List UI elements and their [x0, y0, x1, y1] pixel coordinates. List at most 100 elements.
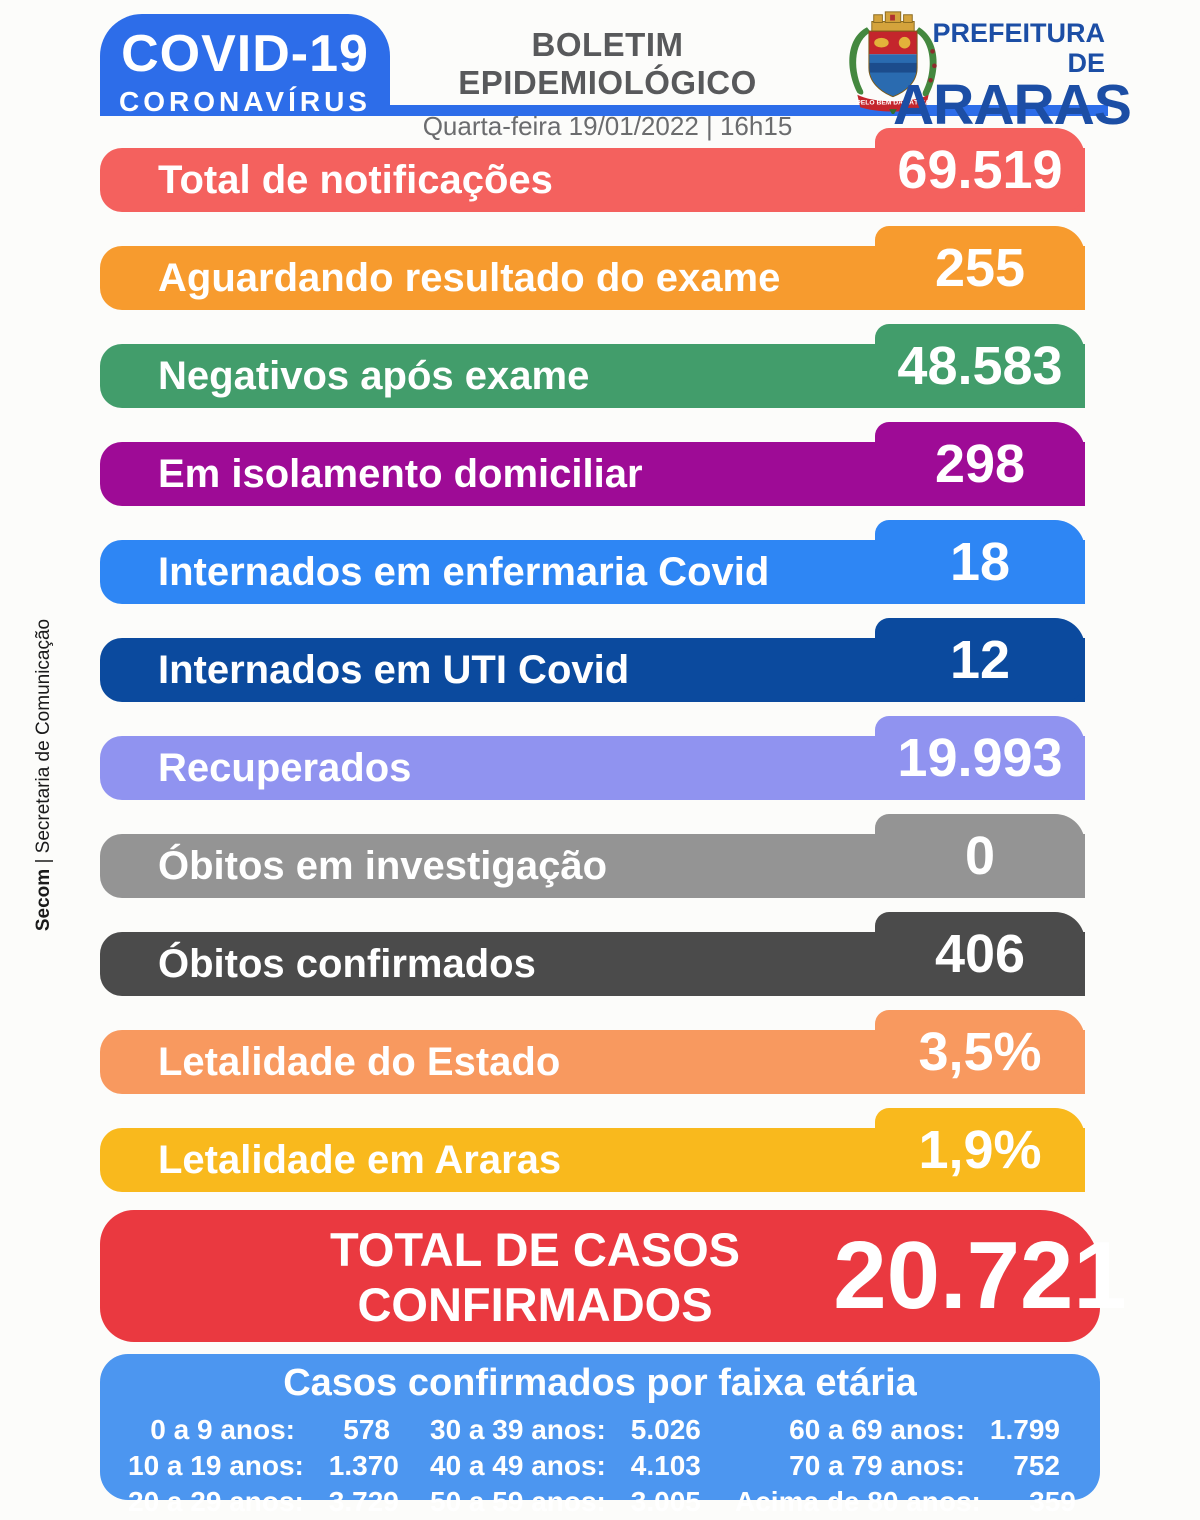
age-value: 4.103	[630, 1450, 701, 1481]
stat-label: Aguardando resultado do exame	[158, 256, 781, 300]
stat-bar	[100, 442, 1085, 506]
stat-label: Óbitos em investigação	[158, 844, 608, 888]
stat-row-total-notificacoes: Total de notificações 69.519	[100, 128, 1085, 212]
araras-coat-of-arms: PELO BEM DA PÁTRIA	[849, 11, 937, 114]
mural-crown	[871, 11, 915, 32]
age-entry: 10 a 19 anos: 1.370	[128, 1448, 399, 1484]
shield	[868, 30, 918, 98]
stat-label: Negativos após exame	[158, 354, 590, 398]
age-label: 60 a 69 anos:	[789, 1414, 965, 1445]
age-value: 578	[343, 1414, 390, 1445]
stat-row-obitos-investigacao: Óbitos em investigação 0	[100, 814, 1085, 898]
stat-row-negativos-apos-exame: Negativos após exame 48.583	[100, 324, 1085, 408]
stat-value: 48.583	[897, 336, 1063, 396]
stat-value: 12	[949, 630, 1011, 690]
prefeitura-logo-text: PREFEITURA DE ARARAS	[893, 18, 1132, 137]
age-value: 3.005	[630, 1486, 701, 1517]
stat-bar	[100, 736, 1085, 800]
stat-label: Letalidade em Araras	[158, 1138, 562, 1182]
covid-badge-title: COVID-19	[121, 25, 369, 83]
header-divider	[388, 105, 1108, 116]
stat-value: 406	[934, 924, 1026, 984]
age-label: 0 a 9 anos:	[150, 1414, 295, 1445]
secom-credit-rest: | Secretaria de Comunicação	[33, 618, 54, 869]
age-breakdown-panel: Casos confirmados por faixa etária 0 a 9…	[100, 1354, 1100, 1517]
total-confirmed-block: TOTAL DE CASOS CONFIRMADOS 20.721	[100, 1210, 1127, 1342]
stat-row-enfermaria-covid: Internados em enfermaria Covid 18	[100, 520, 1085, 604]
age-entry: 0 a 9 anos: 578	[128, 1412, 390, 1448]
age-value: 752	[1013, 1450, 1060, 1481]
stat-row-letalidade-estado: Letalidade do Estado 3,5%	[100, 1010, 1085, 1094]
age-label: 50 a 59 anos:	[430, 1486, 606, 1517]
covid-badge-subtitle: CORONAVÍRUS	[119, 86, 371, 117]
secom-credit-bold: Secom	[33, 868, 54, 932]
stat-label: Recuperados	[158, 746, 412, 790]
age-label: 10 a 19 anos:	[128, 1450, 304, 1481]
stat-label: Internados em enfermaria Covid	[158, 550, 770, 594]
total-label-line2: CONFIRMADOS	[357, 1278, 713, 1331]
age-value: 1.370	[328, 1450, 399, 1481]
stat-row-aguardando-resultado: Aguardando resultado do exame 255	[100, 226, 1085, 310]
stat-bar	[100, 638, 1085, 702]
araras-label: ARARAS	[893, 73, 1132, 137]
stat-value: 298	[934, 434, 1026, 494]
stat-value: 3,5%	[918, 1022, 1042, 1082]
stat-row-obitos-confirmados: Óbitos confirmados 406	[100, 912, 1085, 996]
age-value: 1.799	[989, 1414, 1060, 1445]
stat-value: 255	[934, 238, 1026, 298]
age-entry: 60 a 69 anos: 1.799	[735, 1412, 1060, 1448]
age-label: 40 a 49 anos:	[430, 1450, 606, 1481]
age-column-2: 30 a 39 anos: 5.026 40 a 49 anos: 4.103 …	[430, 1412, 701, 1520]
stat-bar	[100, 1030, 1085, 1094]
age-entry: 50 a 59 anos: 3.005	[430, 1484, 701, 1520]
age-column-3: 60 a 69 anos: 1.799 70 a 79 anos: 752 Ac…	[735, 1412, 1076, 1520]
age-entry: 30 a 39 anos: 5.026	[430, 1412, 701, 1448]
stat-bar	[100, 834, 1085, 898]
stat-bar	[100, 148, 1085, 212]
stat-label: Óbitos confirmados	[158, 942, 536, 986]
age-label: Acima de 80 anos:	[735, 1486, 981, 1517]
stat-bar	[100, 1128, 1085, 1192]
total-confirmed-value: 20.721	[833, 1222, 1127, 1329]
age-value: 5.026	[630, 1414, 701, 1445]
stat-value: 18	[949, 532, 1011, 592]
stat-row-isolamento-domiciliar: Em isolamento domiciliar 298	[100, 422, 1085, 506]
stat-bar	[100, 540, 1085, 604]
stat-bar	[100, 344, 1085, 408]
motto-ribbon: PELO BEM DA PÁTRIA	[856, 94, 930, 112]
prefeitura-de-label: PREFEITURA DE	[932, 18, 1105, 78]
age-panel-title: Casos confirmados por faixa etária	[283, 1362, 917, 1404]
stat-label: Internados em UTI Covid	[158, 648, 630, 692]
age-label: 70 a 79 anos:	[789, 1450, 965, 1481]
stat-label: Em isolamento domiciliar	[158, 452, 643, 496]
age-entry: 40 a 49 anos: 4.103	[430, 1448, 701, 1484]
age-value: 3.729	[328, 1486, 399, 1517]
age-entry: 20 a 29 anos: 3.729	[128, 1484, 399, 1520]
secom-credit: Secom | Secretaria de Comunicação	[33, 615, 57, 935]
total-confirmed-label: TOTAL DE CASOS CONFIRMADOS	[215, 1222, 855, 1332]
bulletin-header: BOLETIM EPIDEMIOLÓGICO Quarta-feira 19/0…	[395, 26, 820, 142]
stat-value: 69.519	[897, 140, 1063, 200]
stat-label: Letalidade do Estado	[158, 1040, 561, 1084]
laurel-left	[849, 27, 871, 95]
bulletin-date: Quarta-feira 19/01/2022 | 16h15	[422, 111, 793, 141]
age-label: 20 a 29 anos:	[128, 1486, 304, 1517]
age-value: 359	[1029, 1486, 1076, 1517]
sprig	[889, 109, 897, 114]
stat-bar	[100, 246, 1085, 310]
stat-value: 0	[964, 826, 996, 886]
stat-bar	[100, 932, 1085, 996]
covid-badge: COVID-19 CORONAVÍRUS	[100, 14, 390, 117]
stat-value: 1,9%	[918, 1120, 1042, 1180]
stat-value: 19.993	[897, 728, 1063, 788]
stat-row-recuperados: Recuperados 19.993	[100, 716, 1085, 800]
age-label: 30 a 39 anos:	[430, 1414, 606, 1445]
age-entry: 70 a 79 anos: 752	[735, 1448, 1060, 1484]
age-entry: Acima de 80 anos: 359	[735, 1484, 1076, 1520]
svg-text:PELO BEM DA PÁTRIA: PELO BEM DA PÁTRIA	[856, 97, 930, 106]
stat-row-uti-covid: Internados em UTI Covid 12	[100, 618, 1085, 702]
page-title: BOLETIM EPIDEMIOLÓGICO	[458, 26, 757, 101]
stat-label: Total de notificações	[158, 158, 553, 202]
age-column-1: 0 a 9 anos: 578 10 a 19 anos: 1.370 20 a…	[128, 1412, 399, 1520]
stat-row-letalidade-araras: Letalidade em Araras 1,9%	[100, 1108, 1085, 1192]
